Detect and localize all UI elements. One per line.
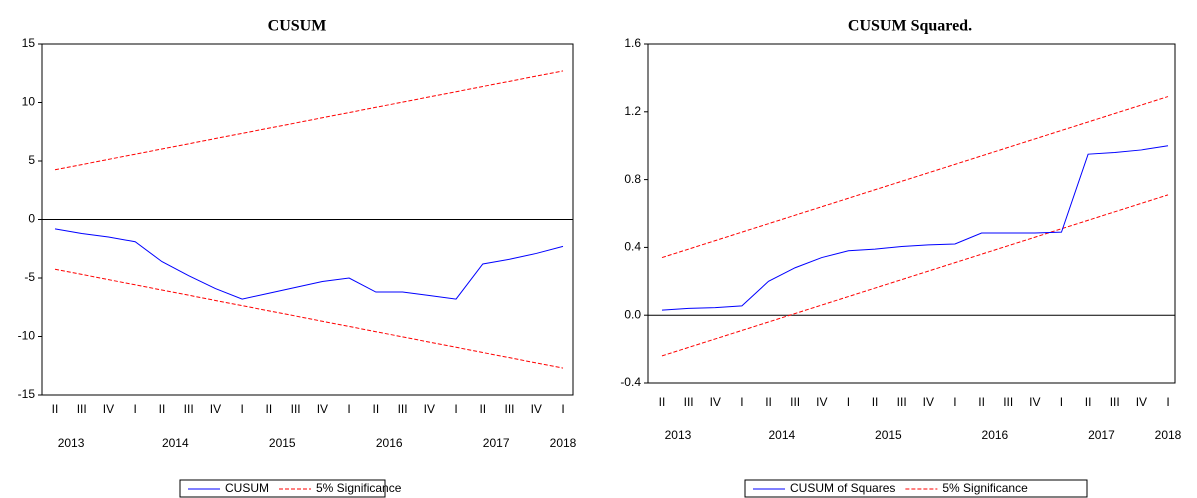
x-tick-label: I (1060, 395, 1063, 409)
x-tick-label: III (684, 395, 694, 409)
x-tick-label: III (897, 395, 907, 409)
x-tick-label: IV (1136, 395, 1147, 409)
y-tick-label: 0.8 (624, 172, 641, 186)
plot-frame (647, 43, 1176, 384)
x-tick-label: I (561, 402, 564, 416)
x-tick-label: IV (923, 395, 934, 409)
year-label: 2013 (58, 436, 85, 450)
year-label: 2015 (269, 436, 296, 450)
x-tick-label: IV (103, 402, 114, 416)
y-tick-label: 1.6 (624, 36, 641, 50)
x-tick-label: III (1003, 395, 1013, 409)
y-tick-label: -15 (18, 387, 36, 401)
y-tick-label: 15 (22, 36, 36, 50)
year-label: 2014 (162, 436, 189, 450)
x-tick-label: II (266, 402, 273, 416)
y-tick-label: 1.2 (624, 104, 641, 118)
legend-label: CUSUM (225, 481, 269, 495)
x-tick-label: II (52, 402, 59, 416)
x-tick-label: III (1110, 395, 1120, 409)
y-tick-label: 0 (28, 212, 35, 226)
x-tick-label: IV (531, 402, 542, 416)
year-label: 2016 (982, 428, 1009, 442)
upper-band (54, 70, 564, 171)
x-tick-label: II (373, 402, 380, 416)
legend-box (744, 479, 1088, 498)
y-tick-label: -5 (24, 270, 35, 284)
x-tick-label: II (659, 395, 666, 409)
year-label: 2018 (1155, 428, 1182, 442)
x-tick-label: IV (210, 402, 221, 416)
legend-label: 5% Significance (942, 481, 1028, 495)
x-tick-label: II (978, 395, 985, 409)
year-label: 2017 (483, 436, 510, 450)
x-tick-label: II (872, 395, 879, 409)
x-tick-label: II (479, 402, 486, 416)
x-tick-label: IV (710, 395, 721, 409)
x-tick-label: I (953, 395, 956, 409)
legend-label: CUSUM of Squares (790, 481, 895, 495)
x-tick-label: III (505, 402, 515, 416)
legend-label: 5% Significance (316, 481, 402, 495)
chart-title: CUSUM Squared. (848, 18, 972, 35)
x-tick-label: I (454, 402, 457, 416)
year-label: 2013 (665, 428, 692, 442)
upper-band (661, 96, 1169, 259)
x-tick-label: I (240, 402, 243, 416)
year-label: 2018 (550, 436, 577, 450)
x-tick-label: I (1166, 395, 1169, 409)
y-tick-label: 5 (28, 153, 35, 167)
lower-band (54, 268, 564, 369)
x-tick-label: IV (816, 395, 827, 409)
x-tick-label: IV (424, 402, 435, 416)
x-tick-label: I (347, 402, 350, 416)
x-tick-label: II (765, 395, 772, 409)
x-tick-label: III (790, 395, 800, 409)
y-tick-label: 10 (22, 95, 36, 109)
year-label: 2017 (1088, 428, 1115, 442)
y-tick-label: 0.4 (624, 240, 641, 254)
x-tick-label: II (1085, 395, 1092, 409)
x-tick-label: III (184, 402, 194, 416)
x-tick-label: I (740, 395, 743, 409)
year-label: 2015 (875, 428, 902, 442)
x-tick-label: III (291, 402, 301, 416)
year-label: 2016 (376, 436, 403, 450)
series-line (54, 228, 564, 300)
x-tick-label: I (134, 402, 137, 416)
x-tick-label: I (847, 395, 850, 409)
chart-title: CUSUM (268, 18, 327, 35)
y-tick-label: -10 (18, 329, 36, 343)
lower-band (661, 194, 1169, 357)
x-tick-label: IV (317, 402, 328, 416)
y-tick-label: 0.0 (624, 307, 641, 321)
y-tick-label: -0.4 (620, 375, 641, 389)
year-label: 2014 (768, 428, 795, 442)
x-tick-label: IV (1029, 395, 1040, 409)
x-tick-label: II (159, 402, 166, 416)
series-line (661, 145, 1169, 311)
x-tick-label: III (398, 402, 408, 416)
x-tick-label: III (77, 402, 87, 416)
